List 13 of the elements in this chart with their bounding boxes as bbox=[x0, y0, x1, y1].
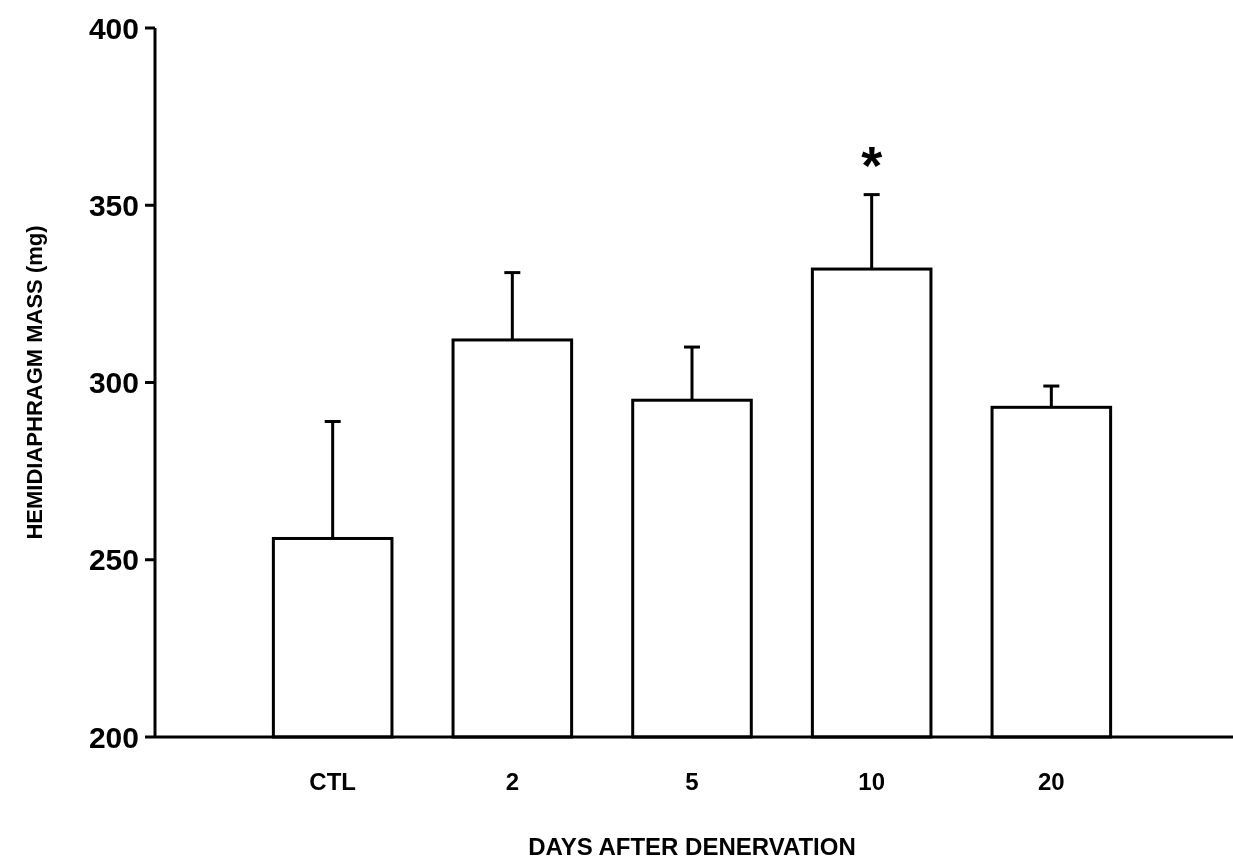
annotation: * bbox=[861, 135, 883, 196]
y-tick-label: 250 bbox=[88, 543, 139, 577]
y-axis-title: HEMIDIAPHRAGM MASS (mg) bbox=[22, 225, 47, 540]
x-axis-title: DAYS AFTER DENERVATION bbox=[528, 833, 856, 860]
x-tick-label: 2 bbox=[505, 768, 520, 795]
y-tick-label: 400 bbox=[88, 11, 139, 45]
y-tick-label: 200 bbox=[88, 720, 139, 754]
x-tick-label: CTL bbox=[309, 768, 356, 795]
y-tick-label: 300 bbox=[88, 366, 139, 399]
y-tick-label: 350 bbox=[88, 188, 139, 222]
x-tick-label: 10 bbox=[858, 768, 886, 795]
x-tick-label: 20 bbox=[1037, 768, 1065, 795]
x-tick-label: 5 bbox=[685, 768, 699, 795]
